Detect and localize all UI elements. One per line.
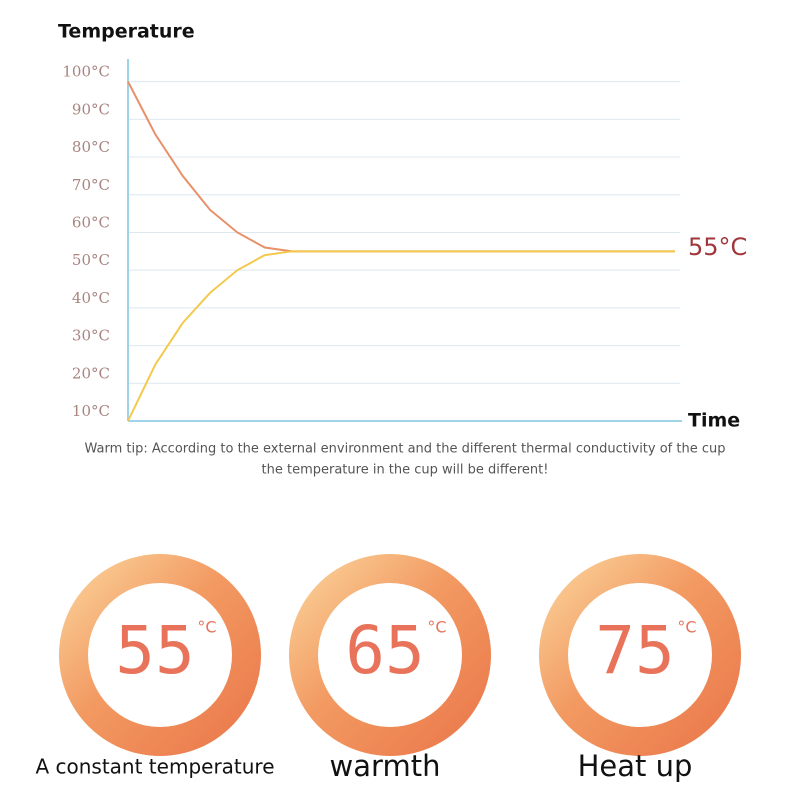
y-tick-label: 100°C: [62, 63, 110, 81]
temperature-value: 65: [345, 612, 424, 689]
y-tick-label: 60°C: [72, 213, 110, 231]
mode-caption: Heat up: [578, 749, 693, 783]
y-tick-label: 80°C: [72, 138, 110, 156]
line-series: [127, 81, 675, 253]
temperature-unit: °C: [427, 618, 446, 637]
temperature-value: 55: [115, 612, 194, 689]
temperature-unit: °C: [197, 618, 216, 637]
y-tick-label: 90°C: [72, 100, 110, 118]
y-tick-label: 40°C: [72, 289, 110, 307]
y-tick-label: 50°C: [72, 251, 110, 269]
tip-line: Warm tip: According to the external envi…: [85, 442, 726, 457]
y-tick-label: 10°C: [72, 402, 110, 420]
mode-caption: A constant temperature: [35, 755, 274, 779]
mode-caption: warmth: [330, 749, 441, 783]
temperature-value: 75: [595, 612, 674, 689]
temperature-unit: °C: [677, 618, 696, 637]
ring-center: [88, 583, 232, 727]
ring-center: [318, 583, 462, 727]
y-tick-label: 70°C: [72, 176, 110, 194]
ring-center: [568, 583, 712, 727]
y-tick-label: 30°C: [72, 327, 110, 345]
line-series: [127, 250, 675, 422]
annotation: 55°C: [688, 233, 747, 261]
tip-line: the temperature in the cup will be diffe…: [262, 463, 549, 478]
y-tick-label: 20°C: [72, 364, 110, 382]
chart-title: Temperature: [58, 21, 195, 43]
x-axis-label: Time: [688, 410, 740, 432]
